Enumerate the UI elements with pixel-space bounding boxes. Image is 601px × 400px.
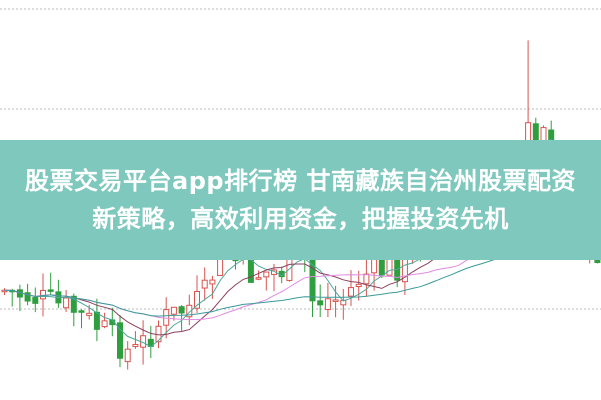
candle-body: [363, 273, 370, 285]
candle-body: [170, 306, 177, 315]
candle-body: [309, 254, 316, 302]
candle-body: [263, 271, 270, 278]
candle-body: [324, 298, 331, 311]
candle-body: [201, 279, 208, 289]
candle-body: [63, 297, 70, 309]
candle-body: [532, 123, 539, 143]
candle-body: [332, 299, 339, 302]
candle-body: [194, 291, 200, 309]
candle-body: [132, 344, 139, 348]
candle-body: [32, 297, 39, 304]
candle-body: [317, 300, 324, 306]
candle-body: [101, 320, 108, 328]
candle-body: [371, 258, 378, 274]
candle-body: [355, 283, 362, 287]
candle-body: [78, 310, 85, 313]
candle-body: [24, 292, 31, 302]
candle-body: [155, 325, 162, 343]
candle-body: [40, 289, 46, 300]
candle-body: [47, 289, 54, 292]
title-banner: 股票交易平台app排行榜 甘南藏族自治州股票配资新策略，高效利用资金，把握投资先…: [0, 140, 601, 260]
candle-body: [386, 258, 393, 276]
candle-body: [86, 312, 93, 316]
candle-body: [178, 306, 185, 314]
candle-body: [70, 295, 77, 313]
article-title: 股票交易平台app排行榜 甘南藏族自治州股票配资新策略，高效利用资金，把握投资先…: [25, 167, 576, 233]
candle-body: [186, 304, 193, 318]
candle-body: [93, 311, 100, 330]
candle-body: [163, 309, 170, 326]
candle-body: [348, 287, 354, 297]
candle-body: [117, 322, 123, 359]
candle-body: [255, 277, 262, 280]
candle-body: [209, 279, 216, 285]
candle-body: [124, 348, 131, 363]
